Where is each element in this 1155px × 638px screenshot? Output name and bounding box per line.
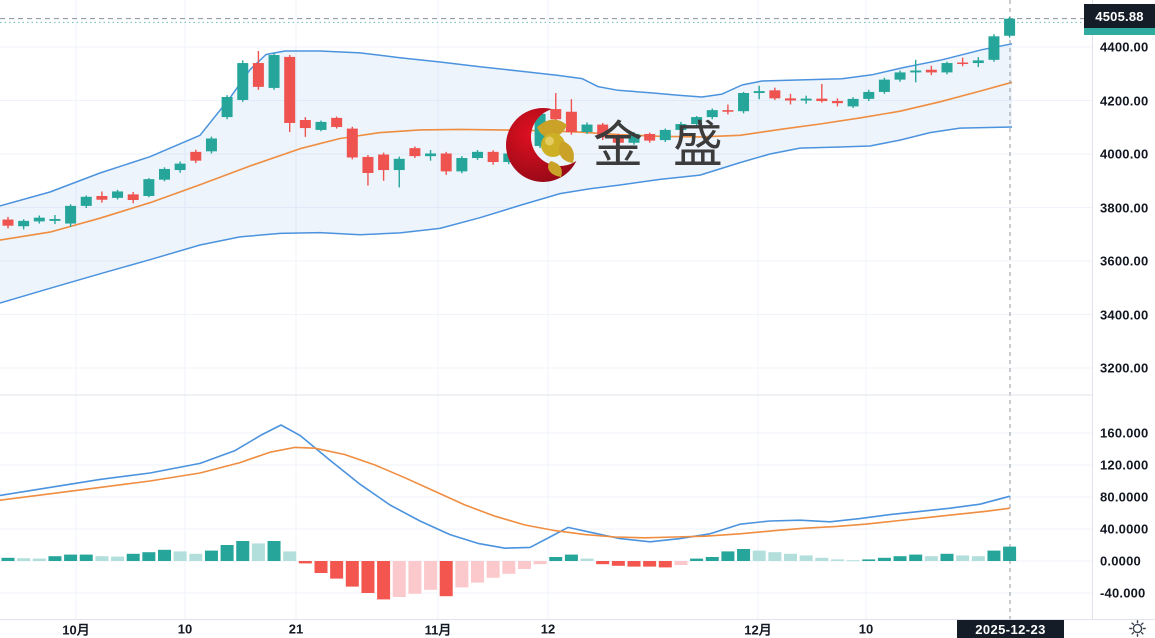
price-axis[interactable]: 4400.00 4200.00 4000.00 3800.00 3600.00 3400.… — [1092, 0, 1155, 619]
macd-axis-label: 160.000 — [1100, 425, 1149, 441]
price-axis-label: 3200.00 — [1100, 360, 1149, 376]
price-axis-label: 3800.00 — [1100, 200, 1149, 215]
macd-axis-label: 120.000 — [1100, 457, 1149, 473]
time-axis-label: 21 — [288, 621, 304, 637]
time-axis[interactable]: 10月 10 21 11月 12 12月 10 — [0, 619, 1155, 638]
display-settings-button[interactable] — [1119, 619, 1155, 638]
time-axis-label: 12 — [540, 621, 556, 637]
price-axis-label: 3600.00 — [1100, 253, 1149, 269]
macd-axis-label: -40.000 — [1100, 585, 1146, 601]
time-axis-label: 10 — [177, 621, 193, 637]
price-axis-label: 4200.00 — [1100, 93, 1149, 108]
price-axis-label: 4400.00 — [1100, 39, 1149, 55]
sun-brightness-icon — [1128, 620, 1146, 637]
time-axis-label: 11月 — [424, 622, 452, 638]
macd-axis-label: 0.0000 — [1100, 553, 1141, 569]
last-price-badge[interactable]: 4505.88 — [1084, 4, 1155, 28]
current-date-badge[interactable]: 2025-12-23 — [957, 620, 1064, 638]
last-price-strip — [1084, 28, 1155, 35]
time-axis-label: 12月 — [744, 622, 772, 638]
macd-axis-label: 40.0000 — [1100, 521, 1149, 537]
time-axis-label: 10 — [858, 621, 874, 637]
time-axis-label: 10月 — [62, 622, 90, 638]
price-axis-label: 4000.00 — [1100, 146, 1149, 162]
macd-axis-label: 80.0000 — [1100, 489, 1149, 505]
price-axis-label: 3400.00 — [1100, 307, 1149, 322]
